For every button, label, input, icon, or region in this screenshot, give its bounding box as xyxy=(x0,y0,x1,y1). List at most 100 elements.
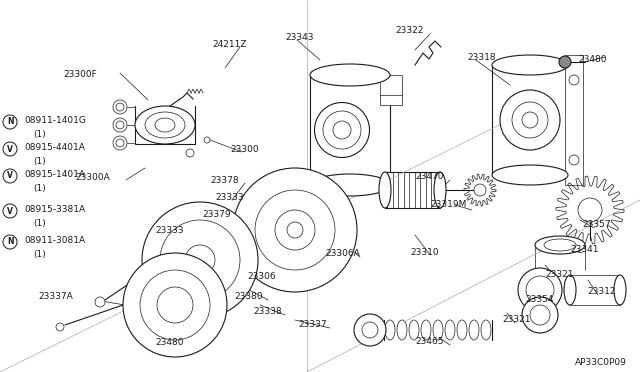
Circle shape xyxy=(255,190,335,270)
Ellipse shape xyxy=(535,236,585,254)
Text: 23357: 23357 xyxy=(582,220,611,229)
Circle shape xyxy=(578,198,602,222)
Circle shape xyxy=(233,168,357,292)
Circle shape xyxy=(160,220,240,300)
Circle shape xyxy=(3,115,17,129)
Text: (1): (1) xyxy=(33,130,45,139)
Circle shape xyxy=(123,253,227,357)
Text: 23319M: 23319M xyxy=(430,200,467,209)
Circle shape xyxy=(3,142,17,156)
Circle shape xyxy=(116,103,124,111)
Text: 23310: 23310 xyxy=(410,248,438,257)
Text: 08915-4401A: 08915-4401A xyxy=(24,143,85,152)
Text: 23480: 23480 xyxy=(578,55,607,64)
Circle shape xyxy=(522,297,558,333)
Circle shape xyxy=(56,323,64,331)
Bar xyxy=(380,75,402,105)
Circle shape xyxy=(113,118,127,132)
Ellipse shape xyxy=(433,320,443,340)
Circle shape xyxy=(3,169,17,183)
Circle shape xyxy=(204,137,210,143)
Text: 23300A: 23300A xyxy=(75,173,109,182)
Text: 23306: 23306 xyxy=(247,272,276,281)
Bar xyxy=(168,240,180,250)
Ellipse shape xyxy=(544,239,576,251)
Text: 23480: 23480 xyxy=(155,338,184,347)
Bar xyxy=(492,65,568,175)
Text: 23318: 23318 xyxy=(467,53,495,62)
Circle shape xyxy=(275,210,315,250)
Bar xyxy=(385,172,440,208)
Ellipse shape xyxy=(434,172,446,208)
Ellipse shape xyxy=(492,55,568,75)
Text: V: V xyxy=(7,206,13,215)
Ellipse shape xyxy=(314,103,369,157)
Ellipse shape xyxy=(323,111,361,149)
Text: 23306A: 23306A xyxy=(325,249,360,258)
Circle shape xyxy=(95,297,105,307)
Bar xyxy=(179,281,191,291)
Text: 23338: 23338 xyxy=(253,307,282,316)
Circle shape xyxy=(569,75,579,85)
Text: 23465: 23465 xyxy=(415,337,444,346)
Text: 23300: 23300 xyxy=(230,145,259,154)
Ellipse shape xyxy=(310,64,390,86)
Circle shape xyxy=(522,112,538,128)
Ellipse shape xyxy=(564,275,576,305)
Ellipse shape xyxy=(469,320,479,340)
Circle shape xyxy=(559,56,571,68)
Ellipse shape xyxy=(481,320,491,340)
Ellipse shape xyxy=(445,320,455,340)
Circle shape xyxy=(113,136,127,150)
Text: (1): (1) xyxy=(33,219,45,228)
Circle shape xyxy=(518,268,562,312)
Text: 23337A: 23337A xyxy=(38,292,73,301)
Bar xyxy=(570,275,620,305)
Circle shape xyxy=(362,322,378,338)
Circle shape xyxy=(3,204,17,218)
Circle shape xyxy=(474,184,486,196)
Circle shape xyxy=(3,235,17,249)
Text: (1): (1) xyxy=(33,157,45,166)
Text: 23380: 23380 xyxy=(234,292,262,301)
Text: 23341: 23341 xyxy=(570,245,598,254)
Circle shape xyxy=(113,100,127,114)
Circle shape xyxy=(287,222,303,238)
Text: N: N xyxy=(7,118,13,126)
Ellipse shape xyxy=(492,165,568,185)
Text: V: V xyxy=(7,144,13,154)
Circle shape xyxy=(157,287,193,323)
Circle shape xyxy=(500,90,560,150)
Ellipse shape xyxy=(614,275,626,305)
Text: 23312: 23312 xyxy=(587,287,616,296)
Text: 23333: 23333 xyxy=(215,193,244,202)
Ellipse shape xyxy=(135,106,195,144)
Circle shape xyxy=(526,276,554,304)
Ellipse shape xyxy=(385,320,395,340)
Circle shape xyxy=(569,155,579,165)
Circle shape xyxy=(185,245,215,275)
Text: 08911-1401G: 08911-1401G xyxy=(24,116,86,125)
Circle shape xyxy=(116,139,124,147)
Circle shape xyxy=(354,314,386,346)
Ellipse shape xyxy=(145,112,185,138)
Text: 23322: 23322 xyxy=(395,26,424,35)
Text: 24211Z: 24211Z xyxy=(212,40,246,49)
Ellipse shape xyxy=(155,118,175,132)
Text: 23321: 23321 xyxy=(502,315,531,324)
Text: 23343: 23343 xyxy=(285,33,314,42)
Circle shape xyxy=(116,121,124,129)
Circle shape xyxy=(140,270,210,340)
Text: N: N xyxy=(7,237,13,247)
Ellipse shape xyxy=(457,320,467,340)
Ellipse shape xyxy=(397,320,407,340)
Text: 08915-1401A: 08915-1401A xyxy=(24,170,85,179)
Circle shape xyxy=(142,202,258,318)
Text: 23321: 23321 xyxy=(545,270,573,279)
Bar xyxy=(209,229,221,239)
Ellipse shape xyxy=(333,121,351,139)
Text: 23354: 23354 xyxy=(525,295,554,304)
Ellipse shape xyxy=(310,174,390,196)
Text: 08911-3081A: 08911-3081A xyxy=(24,236,85,245)
Text: 23337: 23337 xyxy=(298,320,326,329)
